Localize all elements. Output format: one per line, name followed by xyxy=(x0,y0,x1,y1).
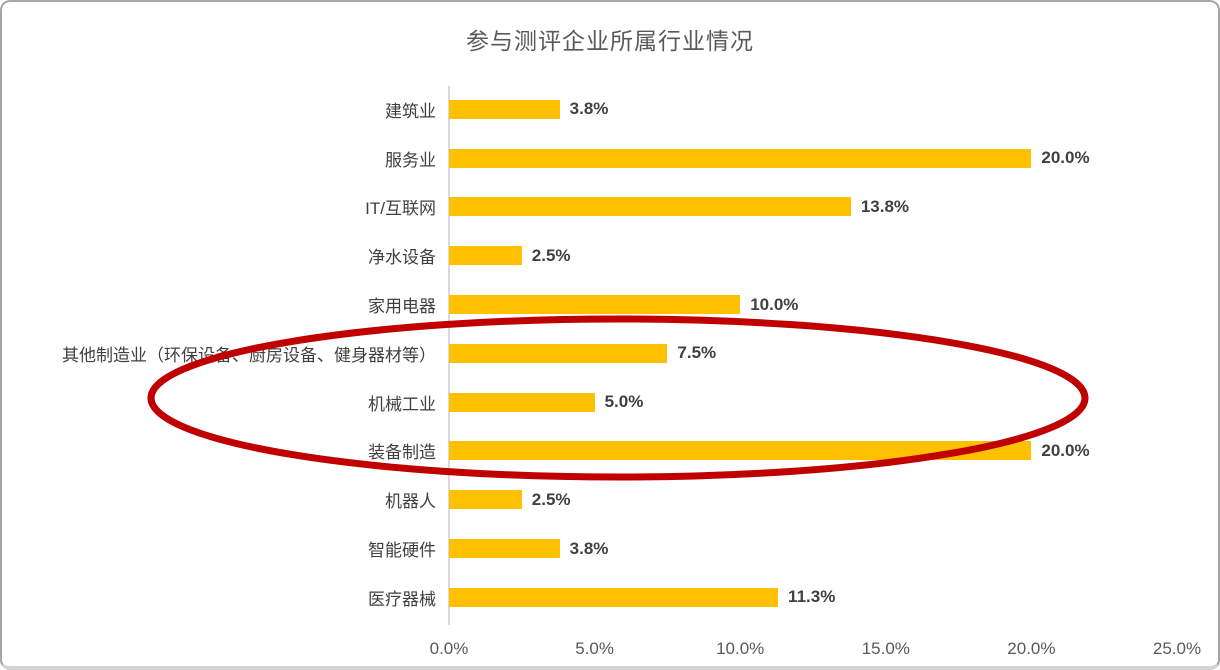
bar xyxy=(449,99,560,119)
bar xyxy=(449,490,522,510)
bar xyxy=(449,197,851,217)
bar xyxy=(449,587,779,607)
chart-row: IT/互联网 13.8% xyxy=(2,183,1177,232)
chart-row: 净水设备 2.5% xyxy=(2,231,1177,280)
category-label: 机器人 xyxy=(385,492,436,512)
category-label: IT/互联网 xyxy=(365,199,436,219)
bar-track: 13.8% xyxy=(449,183,1177,232)
category-label: 医疗器械 xyxy=(368,589,436,609)
value-label: 2.5% xyxy=(531,245,571,265)
chart-row: 机器人 2.5% xyxy=(2,475,1177,524)
x-tick-label: 10.0% xyxy=(716,639,765,658)
chart-title: 参与测评企业所属行业情况 xyxy=(466,28,754,54)
bar xyxy=(449,148,1032,168)
value-label: 10.0% xyxy=(750,294,799,314)
value-label: 3.8% xyxy=(569,99,609,119)
bar-track: 3.8% xyxy=(449,85,1177,134)
category-label: 净水设备 xyxy=(368,248,436,268)
x-tick-label: 5.0% xyxy=(575,639,614,658)
value-label: 3.8% xyxy=(569,538,609,558)
chart-row: 智能硬件 3.8% xyxy=(2,524,1177,573)
category-label: 家用电器 xyxy=(368,297,436,317)
value-label: 11.3% xyxy=(788,587,836,607)
bar xyxy=(449,295,741,315)
chart-row: 医疗器械 11.3% xyxy=(2,573,1177,622)
bar-track: 3.8% xyxy=(449,524,1177,573)
x-tick-label: 15.0% xyxy=(861,639,910,658)
bar-track: 2.5% xyxy=(449,231,1177,280)
value-label: 2.5% xyxy=(531,489,571,509)
value-label: 13.8% xyxy=(860,196,910,216)
chart-row: 建筑业 3.8% xyxy=(2,85,1177,134)
chart-row: 服务业 20.0% xyxy=(2,134,1177,183)
bar-track: 20.0% xyxy=(449,134,1177,183)
x-tick-label: 20.0% xyxy=(1007,639,1056,658)
bar-track: 10.0% xyxy=(449,280,1177,329)
chart-row: 家用电器 10.0% xyxy=(2,280,1177,329)
bar xyxy=(449,246,522,266)
category-label: 服务业 xyxy=(385,150,436,170)
category-label: 建筑业 xyxy=(385,101,436,121)
x-tick-label: 0.0% xyxy=(429,639,469,658)
bar xyxy=(449,539,560,559)
x-tick-label: 25.0% xyxy=(1152,639,1202,658)
bar-track: 11.3% xyxy=(449,573,1177,622)
category-label: 智能硬件 xyxy=(368,541,436,561)
bar-track: 2.5% xyxy=(449,475,1177,524)
value-label: 20.0% xyxy=(1041,148,1090,168)
